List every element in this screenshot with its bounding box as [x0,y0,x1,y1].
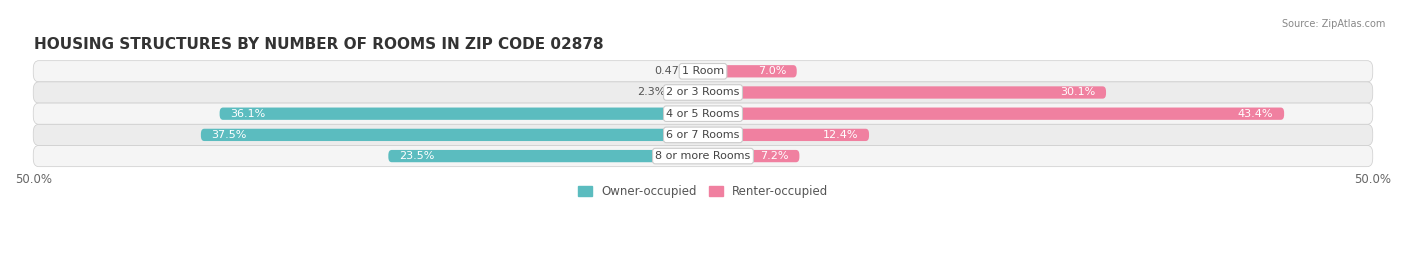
Text: 7.0%: 7.0% [758,66,786,76]
Text: 8 or more Rooms: 8 or more Rooms [655,151,751,161]
FancyBboxPatch shape [672,86,703,99]
Text: 2.3%: 2.3% [637,87,665,97]
FancyBboxPatch shape [219,108,703,120]
FancyBboxPatch shape [703,150,800,162]
FancyBboxPatch shape [34,103,1372,124]
Text: 7.2%: 7.2% [761,151,789,161]
Text: 43.4%: 43.4% [1237,109,1274,119]
Text: 0.47%: 0.47% [655,66,690,76]
FancyBboxPatch shape [34,82,1372,103]
FancyBboxPatch shape [703,86,1107,99]
Text: 30.1%: 30.1% [1060,87,1095,97]
Text: 6 or 7 Rooms: 6 or 7 Rooms [666,130,740,140]
FancyBboxPatch shape [697,65,703,77]
FancyBboxPatch shape [34,124,1372,146]
Text: 1 Room: 1 Room [682,66,724,76]
Text: 2 or 3 Rooms: 2 or 3 Rooms [666,87,740,97]
Legend: Owner-occupied, Renter-occupied: Owner-occupied, Renter-occupied [572,180,834,203]
Text: Source: ZipAtlas.com: Source: ZipAtlas.com [1281,19,1385,29]
FancyBboxPatch shape [201,129,703,141]
FancyBboxPatch shape [34,146,1372,167]
Text: HOUSING STRUCTURES BY NUMBER OF ROOMS IN ZIP CODE 02878: HOUSING STRUCTURES BY NUMBER OF ROOMS IN… [34,37,603,52]
Text: 12.4%: 12.4% [823,130,858,140]
Text: 36.1%: 36.1% [231,109,266,119]
FancyBboxPatch shape [703,65,797,77]
FancyBboxPatch shape [703,129,869,141]
Text: 37.5%: 37.5% [211,130,247,140]
Text: 4 or 5 Rooms: 4 or 5 Rooms [666,109,740,119]
FancyBboxPatch shape [388,150,703,162]
FancyBboxPatch shape [703,108,1284,120]
Text: 23.5%: 23.5% [399,151,434,161]
FancyBboxPatch shape [34,61,1372,82]
